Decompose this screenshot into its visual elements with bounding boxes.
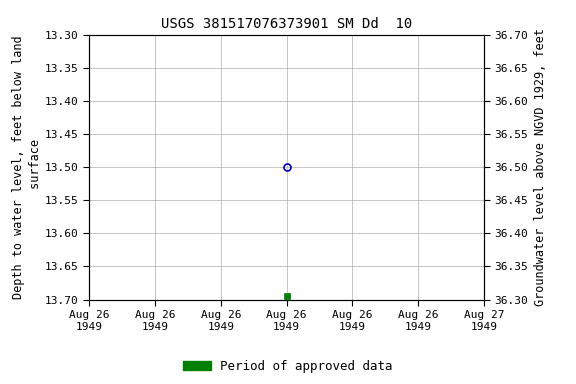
Y-axis label: Groundwater level above NGVD 1929, feet: Groundwater level above NGVD 1929, feet [533,28,547,306]
Legend: Period of approved data: Period of approved data [178,355,398,378]
Y-axis label: Depth to water level, feet below land
 surface: Depth to water level, feet below land su… [12,35,42,299]
Title: USGS 381517076373901 SM Dd  10: USGS 381517076373901 SM Dd 10 [161,17,412,31]
